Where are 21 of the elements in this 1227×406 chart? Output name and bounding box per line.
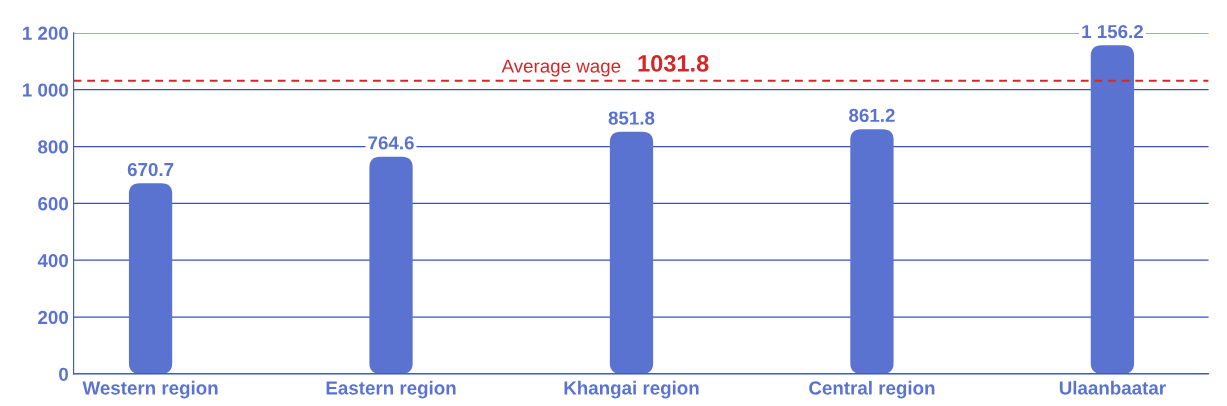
data-label: 1 156.2 xyxy=(1082,24,1143,39)
y-tick-label: 200 xyxy=(38,310,68,325)
annotation: 1031.8 xyxy=(638,55,709,72)
y-tick-label: 800 xyxy=(38,140,68,154)
y-tick-label: 1 200 xyxy=(23,26,68,40)
data-label: 861.2 xyxy=(849,108,895,123)
bar xyxy=(1090,45,1135,374)
y-tick-label: 600 xyxy=(38,197,68,211)
bar xyxy=(369,156,413,374)
data-label: 670.7 xyxy=(127,162,174,177)
x-tick-label: Khangai region xyxy=(564,380,699,399)
y-tick-label: 0 xyxy=(59,367,68,381)
x-tick-label: Eastern region xyxy=(326,380,456,399)
x-tick-label: Western region xyxy=(82,380,218,399)
data-label: 851.8 xyxy=(608,111,655,125)
ref-line-label: Average wage xyxy=(501,59,621,77)
y-tick-label: 1 000 xyxy=(23,83,68,97)
y-tick-label: 400 xyxy=(37,253,68,268)
x-tick-label: Central region xyxy=(809,380,935,399)
x-tick-label: Ulaanbaatar xyxy=(1059,380,1166,395)
data-label: 764.6 xyxy=(368,136,414,150)
